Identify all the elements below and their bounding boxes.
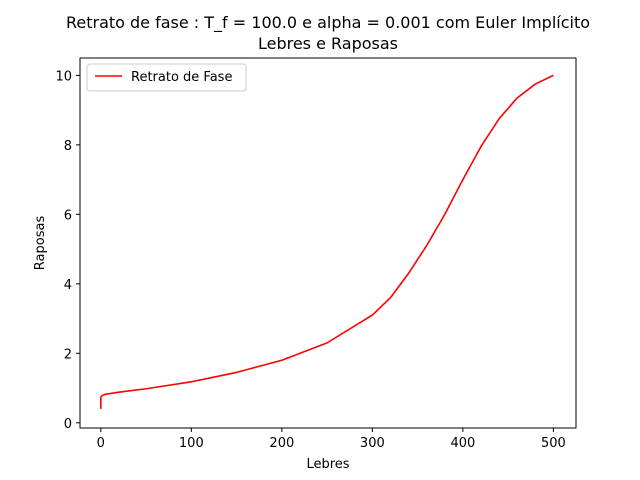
x-tick-label: 400 — [450, 436, 475, 451]
series-line-0 — [100, 74, 554, 409]
chart-subtitle: Lebres e Raposas — [258, 34, 398, 53]
x-tick-label: 500 — [541, 436, 566, 451]
y-tick-label: 4 — [64, 278, 72, 293]
y-tick-label: 2 — [64, 347, 72, 362]
legend-box — [86, 63, 247, 92]
axis-ticks: 0 100 200 300 400 500 0 2 4 6 8 10 — [55, 69, 565, 451]
y-tick-label: 6 — [64, 208, 72, 223]
x-tick-label: 300 — [360, 436, 385, 451]
y-tick-label: 8 — [64, 139, 72, 154]
y-axis-label: Raposas — [33, 216, 48, 271]
chart-title: Retrato de fase : T_f = 100.0 e alpha = … — [66, 13, 590, 33]
x-tick-label: 100 — [179, 436, 204, 451]
legend-entry-label: Retrato de Fase — [131, 70, 232, 85]
plot-area — [100, 74, 554, 409]
y-tick-label: 10 — [55, 69, 72, 84]
axes-frame — [79, 57, 577, 429]
x-tick-label: 0 — [97, 436, 105, 451]
x-axis-label: Lebres — [306, 457, 349, 472]
legend: Retrato de Fase — [86, 63, 247, 92]
y-tick-label: 0 — [64, 417, 72, 432]
x-tick-label: 200 — [269, 436, 294, 451]
